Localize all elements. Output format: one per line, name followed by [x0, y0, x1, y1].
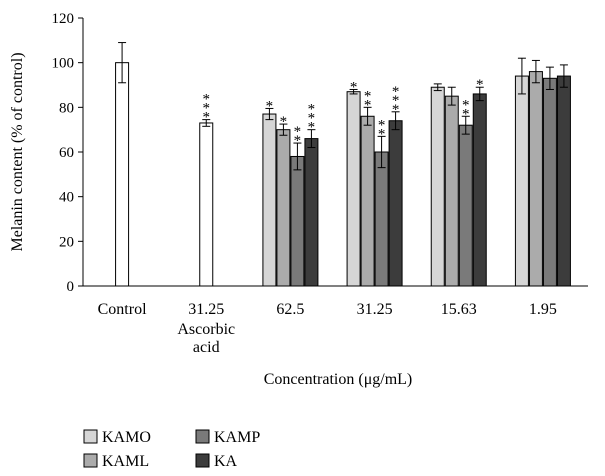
x-tick-label: 31.25	[357, 301, 393, 318]
y-tick-label: 60	[59, 145, 74, 161]
legend-label: KA	[214, 453, 238, 470]
significance-label: *	[476, 77, 484, 93]
significance-label: * * *	[308, 102, 316, 136]
bar-kamp	[542, 77, 557, 287]
bar-kaml	[276, 129, 291, 287]
bar-kamp	[458, 124, 473, 287]
significance-label: * * *	[203, 92, 211, 126]
bar-kaml	[444, 95, 459, 287]
y-tick-label: 80	[59, 100, 74, 116]
x-tick-label: 15.63	[441, 301, 477, 318]
x-axis-label: Concentration (μg/mL)	[264, 371, 413, 388]
x-tick-label: Control	[98, 301, 147, 318]
x-tick-labels: Control 31.25 Ascorbic acid 62.5 31.25 15.63 1.…	[98, 301, 557, 356]
x-tick-label: 1.95	[529, 301, 557, 318]
bar-reference	[199, 122, 214, 287]
y-tick-label: 0	[67, 279, 75, 295]
bar-kamo	[514, 75, 529, 287]
significance-label: * * *	[392, 84, 400, 118]
significance-label: * *	[378, 117, 386, 142]
x-tick-label: 31.25	[188, 301, 224, 318]
x-tick-sublabel: Ascorbic acid	[177, 321, 235, 356]
bar-kamo	[346, 91, 361, 287]
legend-label: KAML	[102, 453, 149, 470]
bars: * * **** ** * *** ** ** * * * **	[115, 42, 571, 287]
bar-kamp	[374, 151, 389, 287]
y-tick-label: 40	[59, 190, 74, 206]
bar-kaml	[528, 71, 543, 287]
significance-label: * *	[294, 124, 302, 149]
y-axis-label: Melanin content (% of control)	[9, 52, 26, 251]
bar-ka	[472, 93, 487, 287]
legend-swatch	[83, 453, 98, 468]
bar-kaml	[360, 115, 375, 287]
legend-swatch	[195, 429, 210, 444]
legend-label: KAMP	[214, 429, 260, 446]
y-ticks: 0 20 40 60 80 100 120	[52, 11, 83, 295]
significance-label: *	[266, 98, 274, 114]
bar-kamo	[262, 113, 277, 287]
bar-ka	[304, 138, 319, 287]
y-tick-label: 100	[52, 56, 75, 72]
bar-ka	[556, 75, 571, 287]
x-tick-label: 62.5	[276, 301, 304, 318]
significance-label: * *	[462, 97, 470, 122]
bar-reference	[115, 62, 130, 287]
significance-label: *	[280, 114, 288, 130]
legend: KAMO KAML KAMP KA	[83, 429, 260, 470]
bar-kamo	[430, 86, 445, 287]
significance-label: * *	[364, 88, 372, 113]
y-tick-label: 120	[52, 11, 75, 27]
bar-kamp	[290, 155, 305, 287]
y-tick-label: 20	[59, 234, 74, 250]
legend-label: KAMO	[102, 429, 151, 446]
significance-label: *	[350, 79, 358, 95]
legend-swatch	[83, 429, 98, 444]
bar-ka	[388, 120, 403, 287]
legend-swatch	[195, 453, 210, 468]
